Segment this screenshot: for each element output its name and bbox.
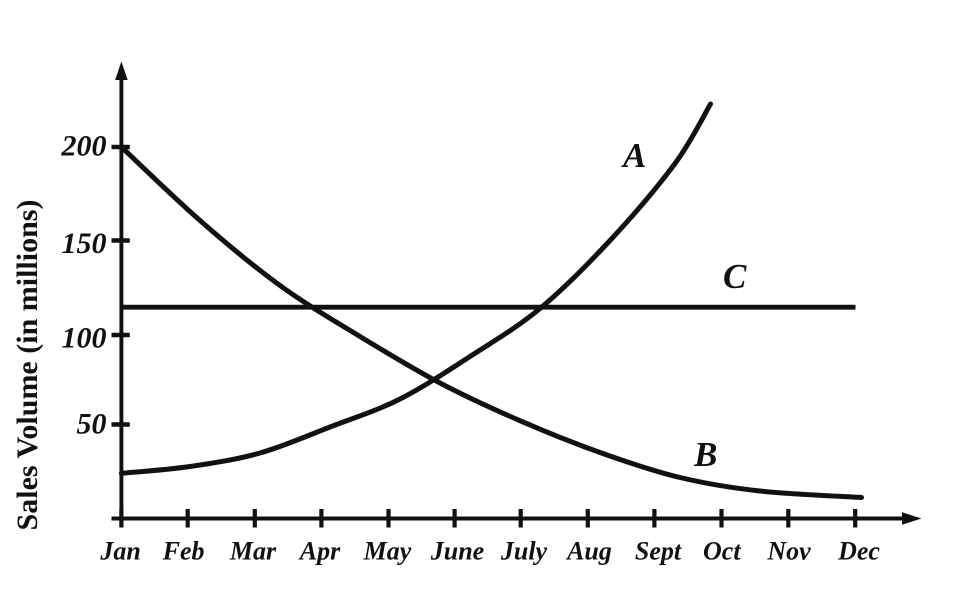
svg-text:May: May [363,537,412,566]
svg-text:Dec: Dec [837,537,880,566]
svg-text:150: 150 [62,227,107,260]
svg-text:Nov: Nov [766,537,811,566]
svg-text:June: June [430,537,484,566]
svg-text:200: 200 [61,130,107,163]
svg-text:Aug: Aug [565,537,612,566]
svg-text:Sales Volume (in millions): Sales Volume (in millions) [11,200,44,531]
svg-text:A: A [621,136,646,175]
svg-text:B: B [693,435,717,474]
svg-text:July: July [500,537,548,566]
svg-text:C: C [723,257,747,296]
svg-text:Oct: Oct [703,537,741,566]
svg-text:Sept: Sept [635,537,682,566]
svg-text:Jan: Jan [99,537,140,566]
svg-text:Feb: Feb [162,537,205,566]
svg-text:100: 100 [62,322,107,355]
svg-text:Mar: Mar [229,537,277,566]
svg-text:50: 50 [77,408,107,441]
svg-text:Apr: Apr [298,537,341,566]
